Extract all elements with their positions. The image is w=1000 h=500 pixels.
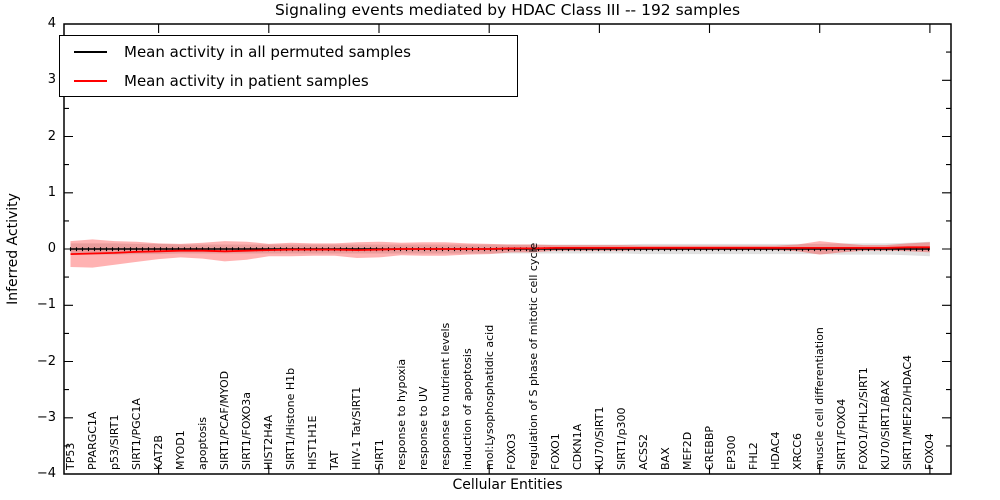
y-tick-label: −2 [36, 353, 56, 369]
x-tick-label: SIRT1/Histone H1b [284, 367, 298, 470]
x-tick-label: SIRT1/PCAF/MYOD [218, 370, 232, 470]
x-axis-title: Cellular Entities [452, 477, 563, 493]
x-tick-label: KU70/SIRT1/BAX [879, 380, 893, 470]
patient-mean-line [70, 246, 930, 255]
x-tick-label: TP53 [64, 442, 77, 470]
y-tick-label: 1 [47, 184, 56, 200]
x-tick-label: KU70/SIRT1 [592, 406, 606, 470]
x-tick-label: ACSS2 [636, 434, 650, 470]
x-tick-label: FOXO1/FHL2/SIRT1 [857, 367, 871, 470]
x-tick-label: mol:Lysophosphatidic acid [482, 324, 496, 470]
x-tick-label: response to UV [416, 386, 430, 470]
x-tick-label: BAX [658, 447, 672, 470]
axis-ticks [64, 23, 951, 475]
x-tick-label: HDAC4 [769, 431, 783, 470]
x-tick-label: HIST1H1E [306, 415, 320, 470]
y-tick-label: 4 [47, 16, 56, 31]
x-tick-label: apoptosis [196, 417, 210, 470]
x-tick-label: FOXO1 [548, 433, 562, 470]
x-tick-label: SIRT1/PGC1A [130, 398, 144, 470]
x-tick-label: FOXO3 [504, 433, 518, 470]
x-tick-label: XRCC6 [791, 433, 805, 470]
y-tick-label: −3 [36, 409, 56, 425]
x-tick-label: SIRT1 [372, 439, 386, 470]
x-tick-label: p53/SIRT1 [108, 414, 122, 470]
x-tick-label: regulation of S phase of mitotic cell cy… [526, 242, 540, 470]
legend-label-patient: Mean activity in patient samples [124, 71, 369, 90]
x-tick-label: HIV-1 Tat/SIRT1 [350, 386, 364, 470]
legend-label-permuted: Mean activity in all permuted samples [124, 42, 411, 61]
legend: Mean activity in all permuted samples Me… [59, 35, 518, 97]
y-tick-label: −1 [36, 297, 56, 313]
x-tick-label: induction of apoptosis [460, 348, 474, 470]
x-tick-label: HIST2H4A [262, 414, 276, 470]
x-tick-label: FHL2 [747, 442, 761, 470]
y-tick-label: 0 [47, 241, 56, 256]
chart-title: Signaling events mediated by HDAC Class … [274, 1, 741, 19]
x-tick-label: SIRT1/MEF2D/HDAC4 [901, 355, 915, 470]
x-tick-label: FOXO4 [923, 433, 937, 470]
legend-item-permuted: Mean activity in all permuted samples [60, 37, 517, 66]
x-tick-label: EP300 [725, 435, 739, 470]
x-tick-label: CREBBP [703, 426, 717, 470]
x-tick-label: muscle cell differentiation [813, 327, 827, 470]
legend-line-swatch-permuted [74, 50, 107, 53]
x-tick-label: SIRT1/FOXO4 [835, 398, 849, 470]
x-tick-label: response to hypoxia [394, 358, 408, 470]
legend-item-patient: Mean activity in patient samples [60, 66, 517, 95]
legend-line-swatch-patient [74, 79, 107, 82]
x-tick-label: SIRT1/FOXO3a [240, 391, 254, 470]
y-tick-label: −4 [36, 466, 56, 481]
x-tick-label: SIRT1/p300 [614, 407, 628, 470]
x-tick-label: CDKN1A [570, 423, 584, 470]
x-tick-label: response to nutrient levels [438, 322, 452, 470]
y-tick-label: 2 [47, 128, 56, 144]
x-tick-label: TAT [328, 450, 342, 470]
x-tick-label: MEF2D [681, 431, 694, 470]
y-tick-label: 3 [47, 72, 56, 88]
patient-std-band [70, 239, 930, 268]
x-tick-label: KAT2B [152, 435, 166, 470]
x-tick-label: MYOD1 [174, 430, 188, 470]
x-tick-label: PPARGC1A [86, 411, 100, 470]
